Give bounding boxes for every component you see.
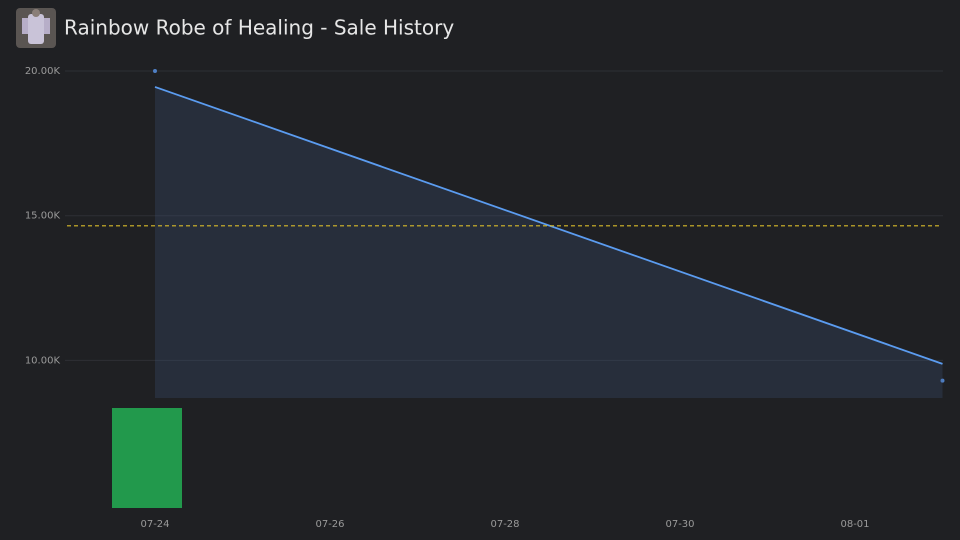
chart-title: Rainbow Robe of Healing - Sale History (64, 16, 454, 40)
x-tick-label: 08-01 (840, 519, 869, 530)
trend-area (155, 86, 943, 399)
y-tick-label: 20.00K (25, 66, 61, 77)
x-tick-label: 07-28 (490, 519, 519, 530)
y-tick-label: 15.00K (25, 211, 61, 222)
x-tick-label: 07-26 (315, 519, 344, 530)
x-tick-label: 07-30 (665, 519, 694, 530)
item-icon (16, 8, 56, 48)
y-tick-label: 10.00K (25, 355, 61, 366)
x-tick-label: 07-24 (140, 519, 169, 530)
volume-bar (112, 408, 182, 508)
sale-point (153, 69, 157, 73)
sale-point (940, 378, 945, 383)
trend-line (154, 86, 943, 365)
